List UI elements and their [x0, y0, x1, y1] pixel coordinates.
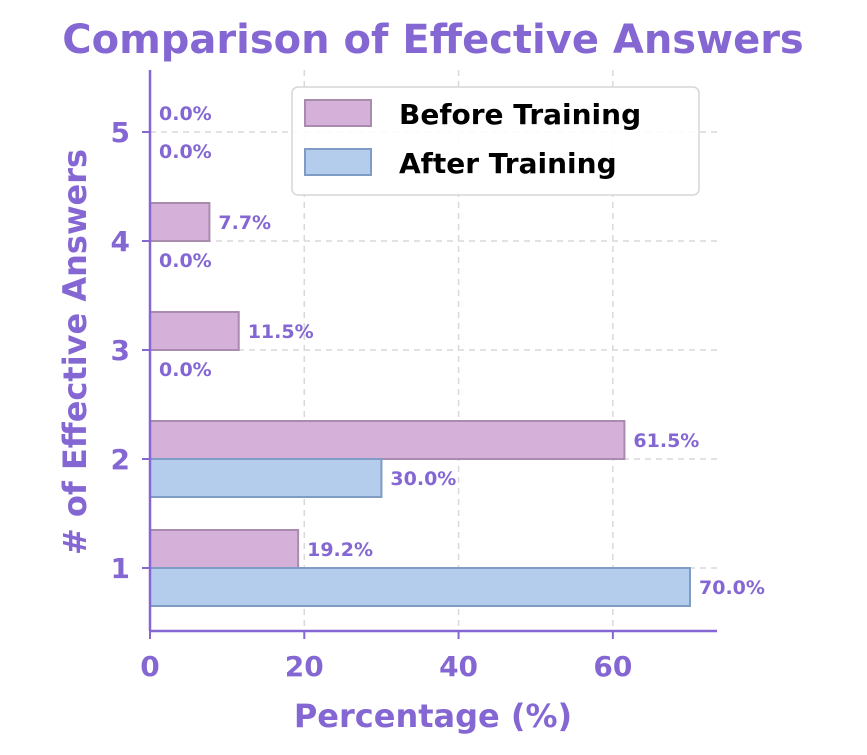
data-label: 61.5% [633, 430, 699, 452]
bar [149, 420, 626, 460]
x-axis-label: Percentage (%) [294, 697, 572, 735]
bar [149, 458, 383, 498]
data-label: 30.0% [390, 468, 456, 490]
bar [149, 311, 240, 351]
x-tick-label: 60 [593, 650, 632, 683]
legend-box [291, 86, 700, 196]
data-label: 11.5% [248, 321, 314, 343]
legend-swatch [304, 148, 372, 176]
bar [149, 567, 691, 607]
legend-label: After Training [399, 147, 617, 180]
data-label: 7.7% [218, 212, 271, 234]
bars [149, 202, 691, 607]
legend: Before Training After Training [291, 86, 700, 196]
x-tick-label: 40 [439, 650, 478, 683]
data-label: 0.0% [159, 103, 212, 125]
x-tick-label: 0 [140, 650, 159, 683]
y-tick-label: 4 [111, 225, 130, 258]
legend-swatch [304, 99, 372, 127]
data-label: 70.0% [699, 577, 765, 599]
data-labels: 19.2% 61.5% 11.5% 7.7% 0.0% 70.0% 30.0% 0.0% 0.0… [159, 103, 765, 599]
y-tick-label: 1 [111, 552, 130, 585]
data-label: 19.2% [307, 539, 373, 561]
data-label: 0.0% [159, 141, 212, 163]
bar [149, 202, 211, 242]
bar [149, 529, 300, 569]
data-label: 0.0% [159, 250, 212, 272]
axes: 0 20 40 60 1 2 3 4 5 [111, 70, 717, 683]
data-label: 0.0% [159, 359, 212, 381]
x-tick-label: 20 [285, 650, 324, 683]
y-axis-label: # of Effective Answers [56, 149, 94, 555]
chart-title: Comparison of Effective Answers [62, 17, 803, 63]
y-tick-label: 2 [111, 443, 130, 476]
y-tick-label: 3 [111, 334, 130, 367]
y-tick-label: 5 [111, 116, 130, 149]
legend-label: Before Training [399, 98, 641, 131]
